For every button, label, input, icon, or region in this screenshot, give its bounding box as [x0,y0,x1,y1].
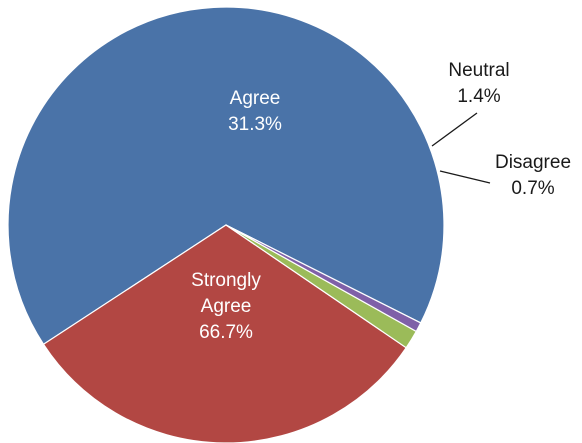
slice-percent-strongly-agree: 66.7% [199,322,253,343]
slice-name-strongly-agree: Agree [201,296,252,317]
slice-name-agree: Agree [230,88,281,109]
leader-line-neutral [431,112,478,147]
slice-name-disagree: Disagree [495,152,571,173]
slice-label-neutral: Neutral 1.4% [448,60,509,107]
slice-label-disagree: Disagree 0.7% [495,152,571,199]
pie-slices [7,6,445,443]
slice-label-strongly-agree: Strongly Agree 66.7% [191,270,261,343]
pie-slice-disagree [225,224,422,333]
slice-labels: Strongly Agree 66.7% Agree 31.3% Neutral 1.4% D… [191,60,571,343]
slice-name-strongly-agree: Strongly [191,270,261,291]
slice-percent-agree: 31.3% [228,114,282,135]
leader-line-disagree [439,170,491,184]
leader-lines [431,112,491,184]
pie-slice-strongly-agree [7,6,445,346]
slice-percent-disagree: 0.7% [511,178,554,199]
slice-percent-neutral: 1.4% [457,86,500,107]
slice-name-neutral: Neutral [448,60,509,81]
slice-label-agree: Agree 31.3% [228,88,282,135]
